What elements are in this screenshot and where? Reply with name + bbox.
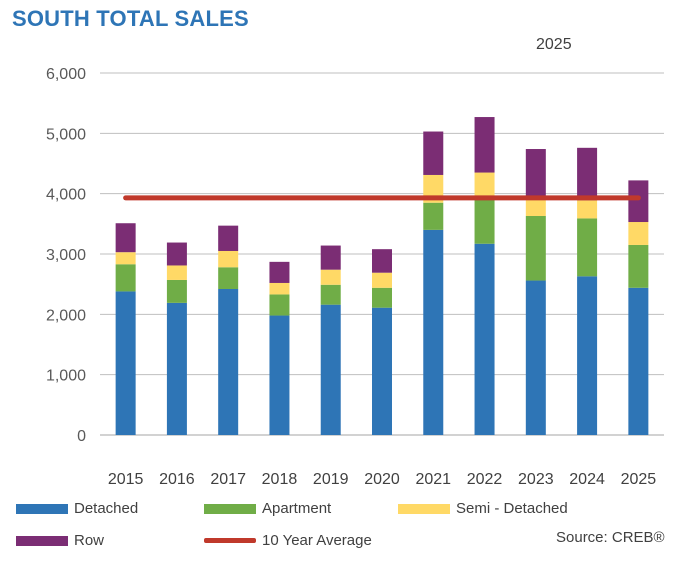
bar-row-2015: [115, 223, 136, 253]
x-tick-label: 2017: [210, 471, 246, 488]
bar-detached-2025: [628, 287, 649, 435]
bar-detached-2018: [269, 315, 290, 435]
bar-apartment-2024: [577, 218, 598, 277]
bar-row-2025: [628, 180, 649, 223]
bar-row-2018: [269, 261, 290, 283]
bar-apartment-2020: [372, 287, 392, 308]
bar-semi-detached-2022: [474, 172, 495, 196]
bar-row-2016: [166, 242, 187, 266]
x-tick-label: 2022: [467, 471, 503, 488]
bar-row-2019: [320, 245, 341, 270]
bar-row-2023: [525, 149, 546, 197]
bar-apartment-2023: [525, 215, 546, 281]
source-note: Source: CREB®: [556, 529, 665, 546]
x-tick-label: 2025: [621, 471, 657, 488]
bar-detached-2017: [218, 288, 239, 435]
y-tick-label: 0: [77, 428, 86, 445]
bar-row-2022: [474, 117, 495, 173]
bar-semi-detached-2019: [320, 269, 341, 285]
y-tick-label: 1,000: [46, 368, 86, 385]
bar-apartment-2016: [166, 279, 187, 303]
bar-semi-detached-2015: [115, 252, 136, 265]
bar-apartment-2017: [218, 267, 239, 289]
bar-detached-2020: [372, 307, 392, 435]
bar-semi-detached-2018: [269, 282, 290, 295]
bar-semi-detached-2016: [166, 265, 187, 280]
x-tick-label: 2024: [569, 471, 605, 488]
bar-apartment-2022: [474, 195, 495, 244]
x-tick-label: 2015: [108, 471, 144, 488]
x-tick-label: 2018: [262, 471, 298, 488]
bar-semi-detached-2025: [628, 222, 649, 245]
bar-apartment-2018: [269, 294, 290, 316]
x-axis-ticks: 2015 2016 2017 2018 2019 2020 2021 2022 2023 2024…: [108, 471, 656, 488]
bar-semi-detached-2023: [525, 196, 546, 216]
x-tick-label: 2019: [313, 471, 349, 488]
x-tick-label: 2016: [159, 471, 195, 488]
bar-semi-detached-2024: [577, 200, 598, 219]
bar-detached-2015: [115, 291, 136, 435]
bar-row-2020: [372, 249, 392, 273]
bar-detached-2023: [525, 280, 546, 435]
bar-semi-detached-2020: [372, 272, 392, 288]
bar-detached-2024: [577, 276, 598, 435]
x-tick-label: 2023: [518, 471, 554, 488]
chart-subtitle: 2025: [536, 36, 572, 53]
bar-detached-2021: [423, 229, 444, 435]
bar-row-2017: [218, 225, 239, 251]
x-tick-label: 2021: [415, 471, 451, 488]
y-tick-label: 3,000: [46, 247, 86, 264]
bar-detached-2022: [474, 243, 495, 435]
bar-semi-detached-2017: [218, 250, 239, 268]
y-axis-ticks: 0 1,000 2,000 3,000 4,000 5,000 6,000: [46, 66, 86, 445]
y-tick-label: 4,000: [46, 187, 86, 204]
bar-apartment-2021: [423, 202, 444, 230]
bar-apartment-2019: [320, 284, 341, 305]
bar-detached-2016: [166, 302, 187, 435]
y-tick-label: 2,000: [46, 307, 86, 324]
bars: [115, 117, 649, 435]
chart-title: SOUTH TOTAL SALES: [12, 6, 249, 31]
y-tick-label: 6,000: [46, 66, 86, 83]
y-tick-label: 5,000: [46, 126, 86, 143]
x-tick-label: 2020: [364, 471, 400, 488]
bar-apartment-2015: [115, 264, 136, 292]
bar-detached-2019: [320, 304, 341, 435]
bar-row-2024: [577, 147, 598, 201]
bar-apartment-2025: [628, 244, 649, 288]
bar-row-2021: [423, 131, 444, 175]
